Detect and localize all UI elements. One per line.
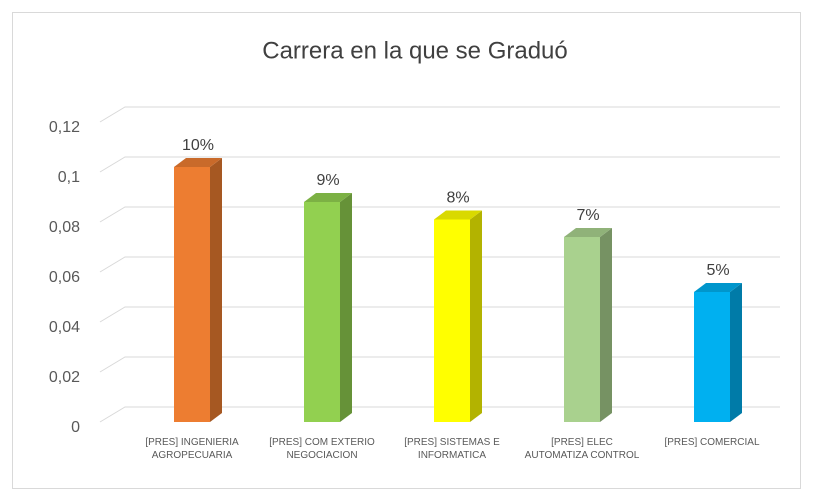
x-tick-label: [PRES] SISTEMAS E INFORMATICA <box>404 437 500 461</box>
bar-side <box>730 283 742 422</box>
bar-top <box>434 210 482 220</box>
grid-line <box>99 156 780 173</box>
bar <box>694 292 730 422</box>
data-label: 10% <box>182 137 214 154</box>
chart-title: Carrera en la que se Graduó <box>262 37 568 64</box>
x-tick-label: [PRES] COMERCIAL <box>664 437 760 448</box>
data-label: 7% <box>576 207 599 224</box>
data-label: 8% <box>446 190 469 207</box>
x-tick-label: [PRES] INGENIERIA AGROPECUARIA <box>145 437 239 461</box>
bar <box>304 202 340 422</box>
bar <box>434 219 470 422</box>
grid-line <box>99 256 780 273</box>
y-tick-label: 0,12 <box>49 119 80 136</box>
x-tick-label: [PRES] COM EXTERIO NEGOCIACION <box>269 437 375 461</box>
bar-side <box>340 193 352 422</box>
bar-side <box>470 210 482 422</box>
y-tick-label: 0,08 <box>49 219 80 236</box>
bar <box>174 167 210 422</box>
grid-line <box>99 206 780 223</box>
data-label: 9% <box>316 172 339 189</box>
y-tick-label: 0,1 <box>58 169 80 186</box>
data-label: 5% <box>706 262 729 279</box>
grid-line <box>99 106 780 123</box>
grid-line <box>99 406 780 423</box>
x-tick-label: [PRES] ELEC AUTOMATIZA CONTROL <box>524 437 640 461</box>
y-tick-label: 0,04 <box>49 319 80 336</box>
y-tick-label: 0 <box>71 419 80 436</box>
bar <box>564 237 600 422</box>
grid-line <box>99 306 780 323</box>
y-tick-label: 0,02 <box>49 369 80 386</box>
chart-border <box>12 12 801 489</box>
grid-line <box>99 356 780 373</box>
bar-side <box>210 158 222 422</box>
bar-top <box>564 228 612 237</box>
bar-side <box>600 228 612 422</box>
bar-top <box>304 193 352 202</box>
bar-top <box>174 158 222 167</box>
y-tick-label: 0,06 <box>49 269 80 286</box>
bar-top <box>694 283 742 292</box>
